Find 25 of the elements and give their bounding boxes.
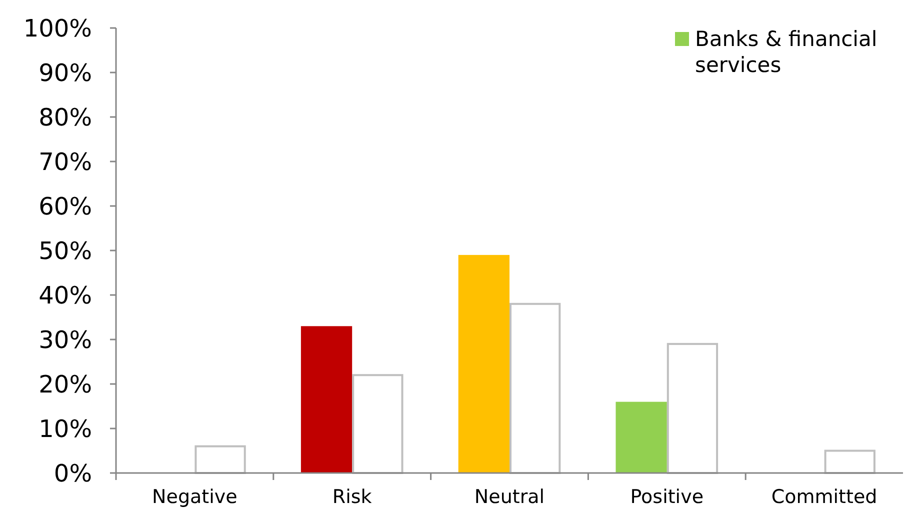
- y-tick-label: 90%: [38, 58, 92, 87]
- bar: [352, 374, 404, 474]
- y-tick-label: 80%: [38, 103, 92, 132]
- y-tick-label: 40%: [38, 281, 92, 310]
- y-tick-label: 70%: [38, 148, 92, 176]
- x-tick-label: Committed: [771, 486, 878, 508]
- y-tick-label: 20%: [38, 370, 92, 398]
- bar: [300, 326, 352, 473]
- legend-label: Banks & financial services: [695, 27, 878, 77]
- y-tick-label: 100%: [23, 14, 92, 42]
- y-tick-label: 10%: [38, 414, 92, 443]
- bar: [194, 445, 246, 474]
- y-tick-label: 30%: [38, 326, 92, 354]
- y-tick-label: 60%: [38, 192, 92, 220]
- bar: [510, 302, 561, 474]
- bar: [616, 402, 667, 473]
- x-tick-label: Risk: [332, 486, 372, 508]
- x-tick-label: Positive: [630, 486, 704, 508]
- y-tick-label: 0%: [54, 459, 92, 488]
- bar: [666, 342, 718, 474]
- bar: [458, 254, 510, 473]
- bar: [824, 450, 876, 474]
- x-tick-label: Neutral: [474, 486, 545, 508]
- x-tick-label: Negative: [152, 486, 238, 508]
- y-tick-label: 50%: [38, 236, 92, 265]
